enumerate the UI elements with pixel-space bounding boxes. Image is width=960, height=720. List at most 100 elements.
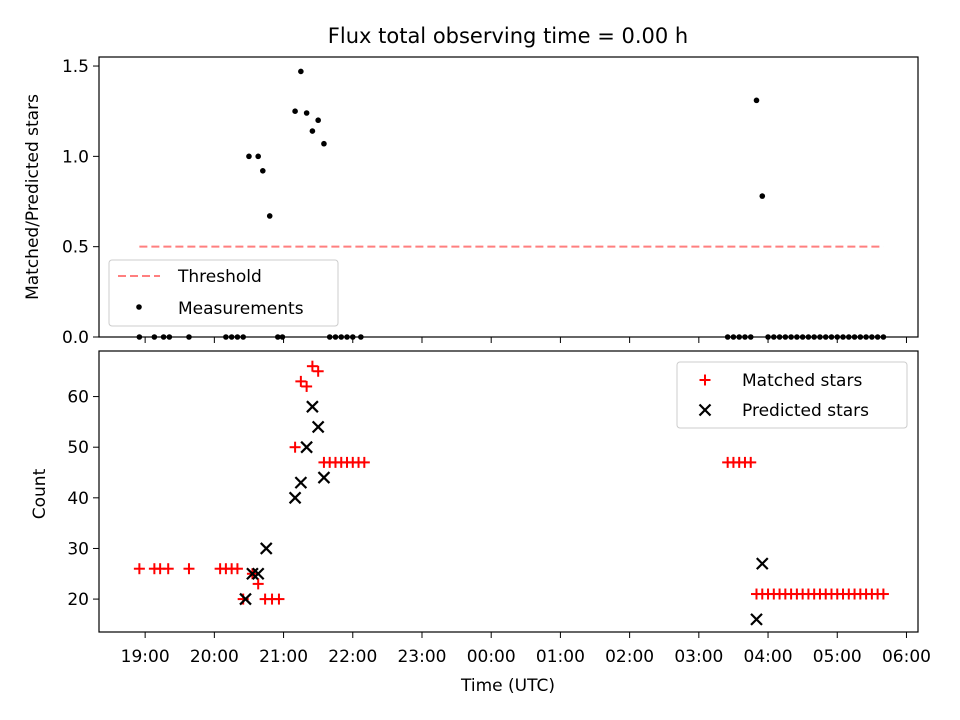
matched-point-14 — [273, 593, 285, 605]
threshold-legend-label: Threshold — [177, 267, 262, 287]
matched-point-3 — [162, 563, 174, 575]
x-stroke-b — [300, 440, 313, 454]
bottom-x-ticks: 19:00 20:00 21:00 22:00 23:00 00:00 01:00 02:00… — [121, 632, 931, 667]
bottom-y-tick-label-0: 20 — [67, 590, 89, 610]
matched-point-17 — [301, 380, 313, 392]
x-tick-label-6: 01:00 — [536, 647, 585, 667]
matched-point-8 — [231, 563, 243, 575]
predicted-point-10 — [750, 613, 763, 626]
predicted-point-1 — [246, 567, 259, 581]
bottom-y-tick-label-1: 30 — [67, 539, 89, 559]
x-stroke-b — [698, 403, 712, 417]
x-stroke-b — [294, 476, 308, 489]
matched-legend-swatch — [699, 374, 711, 386]
x-stroke-b — [251, 567, 265, 581]
measurements-legend-label: Measurements — [178, 299, 304, 319]
predicted-point-3 — [259, 542, 273, 555]
x-tick-label-7: 02:00 — [605, 647, 654, 667]
bottom-y-tick-label-2: 40 — [67, 489, 89, 509]
predicted-point-2 — [251, 567, 265, 581]
x-tick-label-1: 20:00 — [190, 647, 239, 667]
matched-legend-label: Matched stars — [742, 371, 862, 391]
matched-point-16 — [295, 375, 307, 387]
matched-legend-plus — [699, 374, 711, 386]
x-tick-label-0: 19:00 — [121, 647, 170, 667]
matched-point-15 — [289, 441, 301, 453]
measurement-point-15 — [292, 108, 298, 114]
top-x-ticks — [144, 337, 907, 343]
measurement-point-19 — [315, 117, 321, 124]
measurement-point-10 — [255, 153, 261, 160]
matched-point-4 — [183, 563, 195, 575]
predicted-point-8 — [311, 420, 325, 434]
bottom-panel: 20 30 40 50 60 19:00 20:00 21:00 22:00 23:00 00:0… — [30, 350, 931, 696]
x-stroke-b — [311, 420, 325, 434]
matched-stars-series — [133, 360, 889, 605]
matched-point-0 — [133, 563, 145, 575]
predicted-legend-label: Predicted stars — [742, 401, 869, 421]
predicted-stars-series — [239, 400, 769, 626]
x-tick-label-10: 05:00 — [813, 647, 862, 667]
measurement-point-17 — [303, 110, 310, 116]
measurement-point-32 — [753, 97, 760, 104]
bottom-y-tick-label-3: 50 — [67, 438, 89, 458]
x-tick-label-3: 22:00 — [328, 647, 377, 667]
bottom-y-tick-label-4: 60 — [67, 388, 89, 408]
matched-point-11 — [252, 578, 264, 590]
matched-point-27 — [358, 456, 370, 468]
x-stroke-b — [317, 471, 331, 484]
x-stroke-b — [246, 567, 259, 581]
predicted-point-6 — [300, 440, 313, 454]
x-tick-label-2: 21:00 — [259, 647, 308, 667]
predicted-point-5 — [294, 476, 308, 489]
predicted-point-11 — [755, 557, 769, 570]
x-tick-label-5: 00:00 — [467, 647, 516, 667]
x-stroke-b — [259, 542, 273, 555]
predicted-point-7 — [306, 400, 319, 413]
bottom-y-axis-label: Count — [30, 468, 50, 519]
measurement-point-20 — [321, 140, 327, 147]
bottom-axes-frame — [98, 350, 919, 633]
top-y-tick-label-3: 1.5 — [62, 57, 89, 77]
x-stroke-b — [239, 592, 252, 606]
top-y-tick-label-2: 1.0 — [62, 147, 89, 167]
bottom-legend-frame — [676, 361, 908, 429]
top-y-tick-label-1: 0.5 — [62, 238, 89, 258]
measurement-point-33 — [759, 193, 766, 199]
matched-point-18 — [306, 360, 318, 372]
bottom-legend: Matched stars Predicted stars — [676, 361, 908, 429]
measurement-point-11 — [260, 168, 266, 174]
top-legend: Threshold Measurements — [108, 259, 339, 327]
x-stroke-b — [306, 400, 319, 413]
measurement-point-9 — [246, 153, 252, 160]
matched-point-55 — [877, 588, 889, 600]
measurements-legend-swatch — [136, 304, 142, 310]
x-stroke-b — [288, 491, 302, 505]
x-tick-label-11: 06:00 — [882, 647, 931, 667]
measurement-point-16 — [298, 68, 304, 75]
predicted-point-4 — [288, 491, 302, 505]
top-legend-frame — [108, 259, 339, 327]
x-tick-label-4: 23:00 — [397, 647, 446, 667]
predicted-point-0 — [239, 592, 252, 606]
measurement-point-12 — [266, 213, 273, 219]
top-axes-frame — [98, 56, 919, 338]
measurement-point-18 — [309, 128, 316, 134]
top-y-tick-label-0: 0.0 — [62, 328, 89, 348]
predicted-legend-swatch — [698, 403, 712, 417]
predicted-point-9 — [317, 471, 331, 484]
chart-title: Flux total observing time = 0.00 h — [328, 24, 688, 48]
top-panel: 0.0 0.5 1.0 1.5 Matched/Predicted stars Thr… — [23, 56, 919, 348]
x-stroke-b — [750, 613, 763, 626]
top-y-ticks: 0.0 0.5 1.0 1.5 — [62, 57, 99, 348]
matched-point-32 — [745, 456, 757, 468]
bottom-y-ticks: 20 30 40 50 60 — [67, 388, 99, 610]
x-tick-label-8: 03:00 — [674, 647, 723, 667]
top-y-axis-label: Matched/Predicted stars — [23, 94, 43, 300]
x-stroke-b — [755, 557, 769, 570]
predicted-legend-x — [698, 403, 712, 417]
x-tick-label-9: 04:00 — [744, 647, 793, 667]
matched-point-19 — [312, 365, 324, 377]
x-axis-label: Time (UTC) — [460, 676, 555, 696]
